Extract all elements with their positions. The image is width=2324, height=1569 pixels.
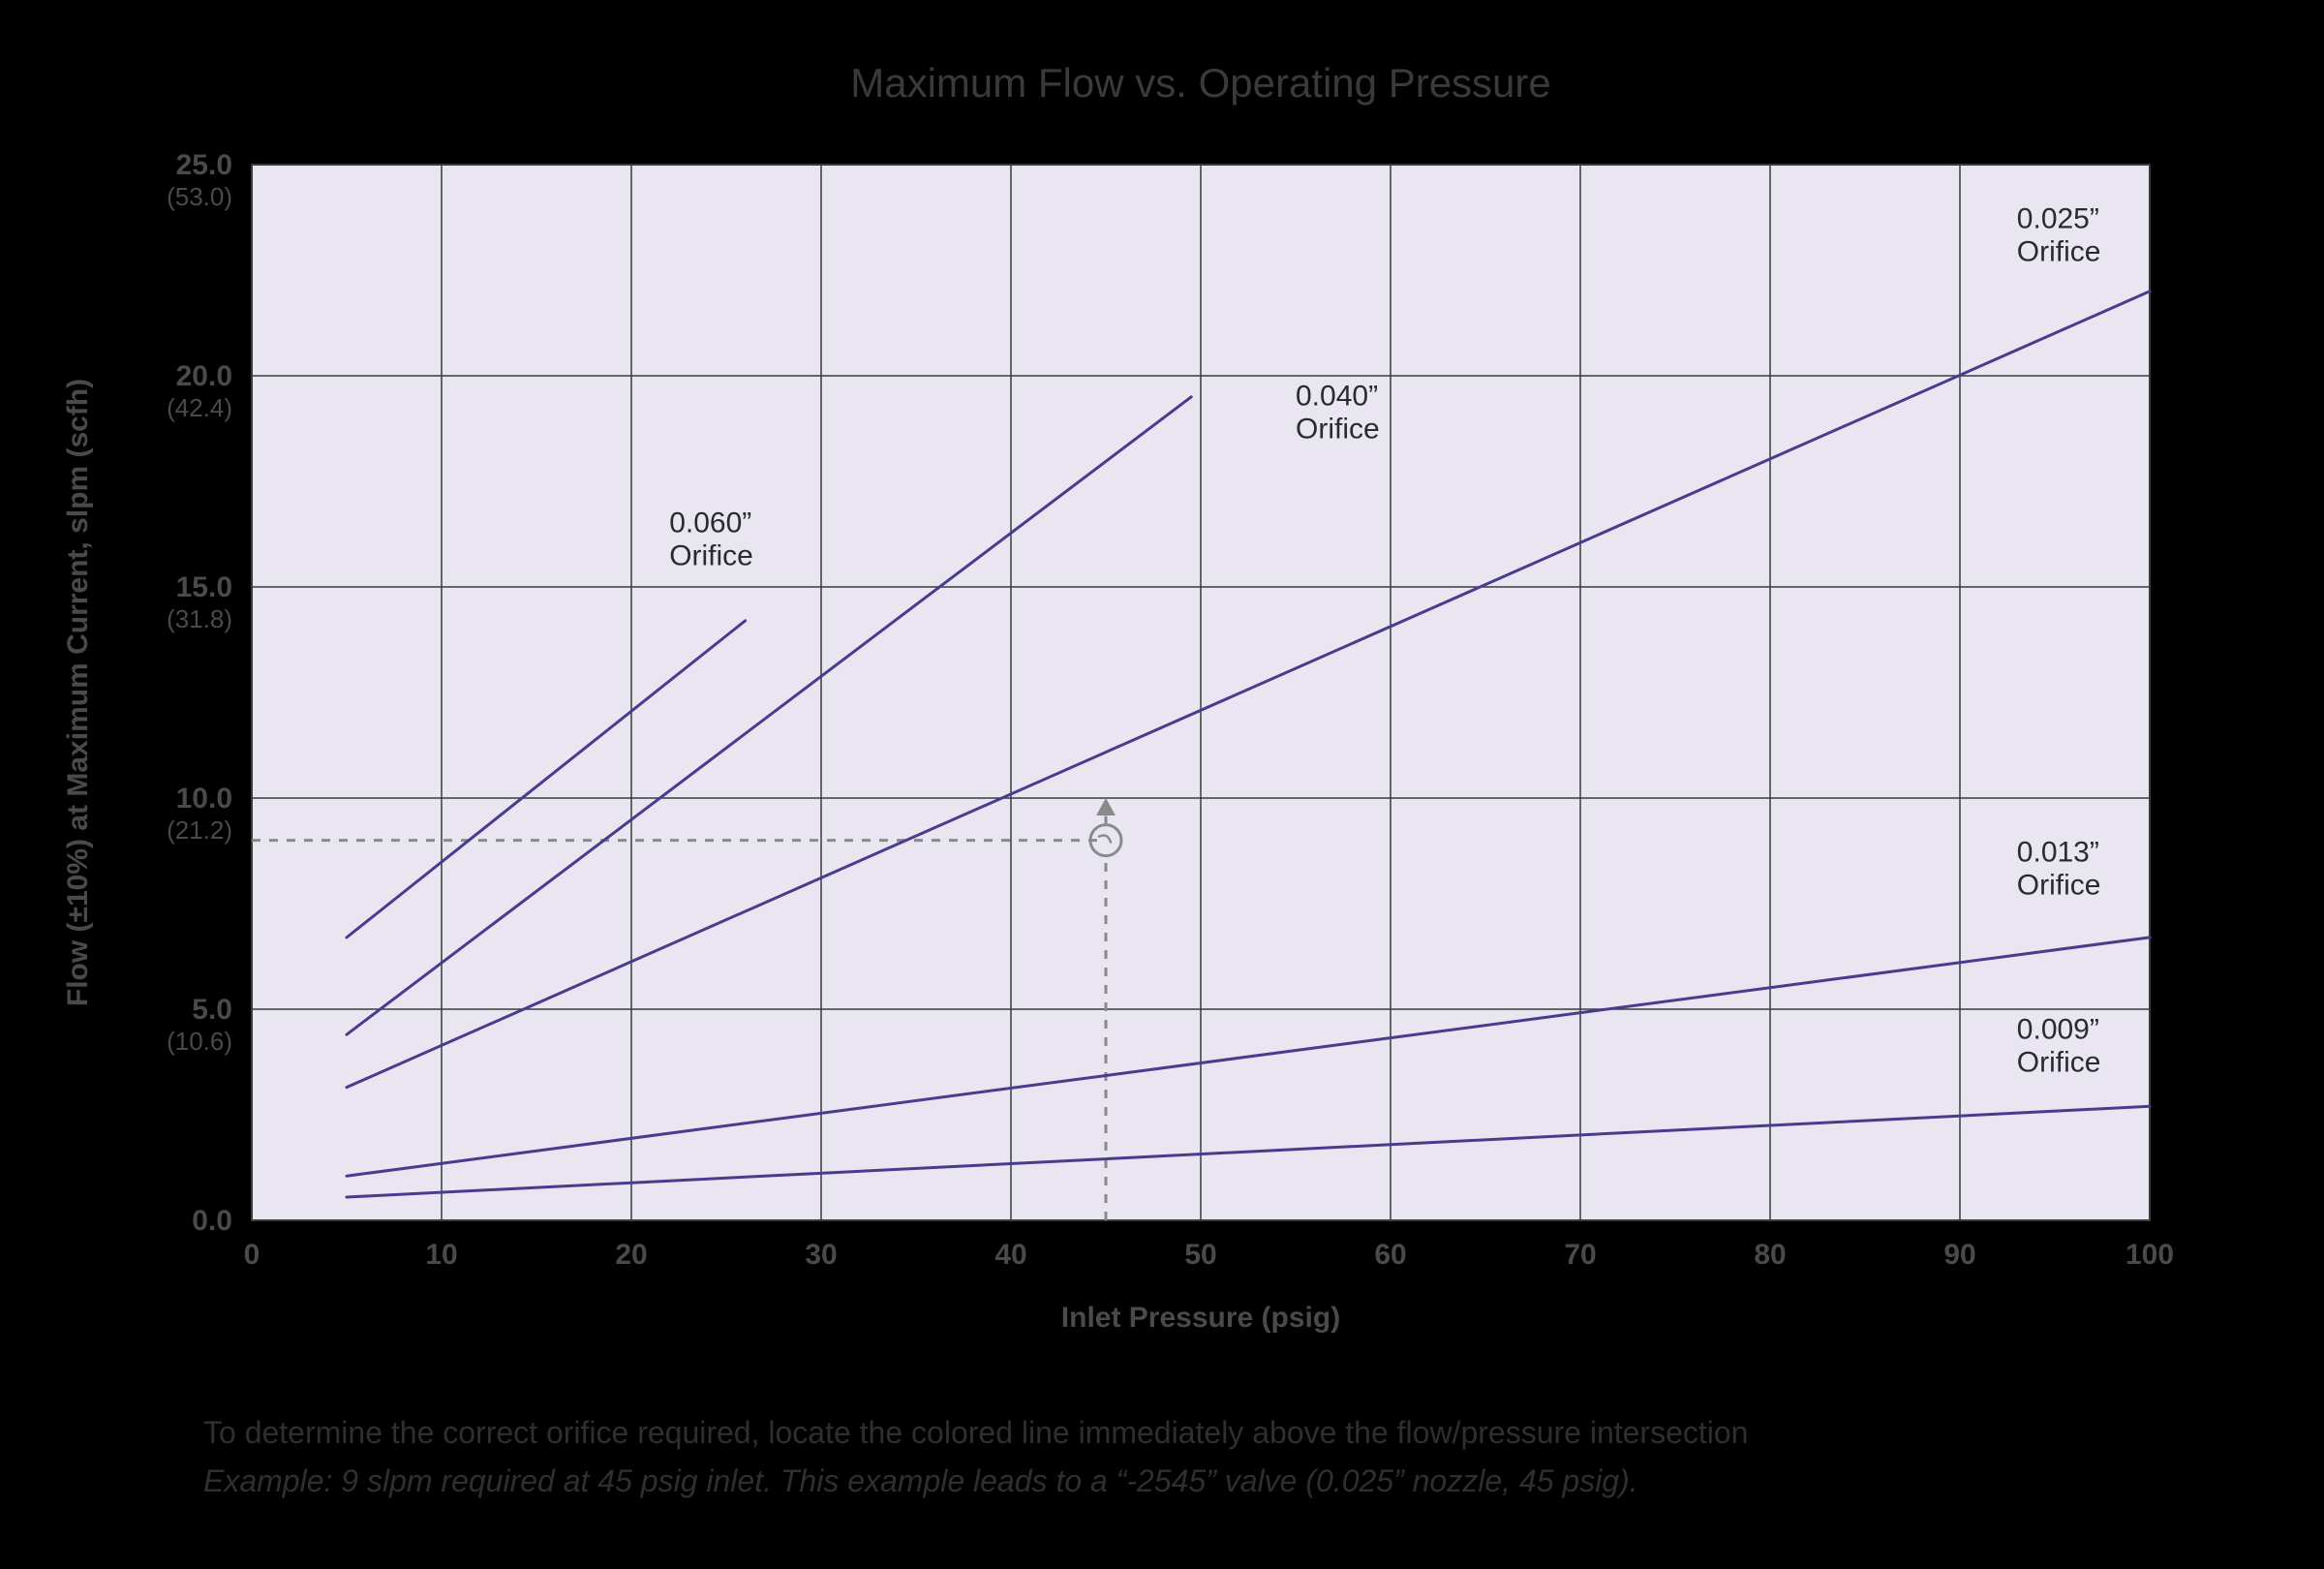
- series-label: 0.060”Orifice: [669, 507, 753, 571]
- x-tick-label: 90: [1943, 1239, 1975, 1271]
- x-tick-label: 80: [1754, 1239, 1786, 1271]
- chart-container: 0.060”Orifice 0.040”Orifice 0.025”Orifice 0…: [0, 0, 2324, 1569]
- series-label: 0.025”Orifice: [2017, 202, 2101, 267]
- y-tick-label-main: 20.0: [176, 360, 232, 392]
- y-tick-label-sub: (53.0): [167, 182, 232, 211]
- x-tick-label: 0: [244, 1239, 260, 1271]
- x-axis-label: Inlet Pressure (psig): [1061, 1302, 1340, 1334]
- x-tick-label: 10: [425, 1239, 457, 1271]
- y-tick-label-sub: (10.6): [167, 1027, 232, 1056]
- x-tick-label: 40: [994, 1239, 1026, 1271]
- y-tick-label-main: 25.0: [176, 149, 232, 181]
- x-tick-label: 100: [2125, 1239, 2174, 1271]
- footnote-line-2: Example: 9 slpm required at 45 psig inle…: [203, 1463, 1638, 1498]
- footnote-line-1: To determine the correct orifice require…: [203, 1415, 1748, 1450]
- y-tick-label-sub: (42.4): [167, 393, 232, 422]
- y-tick-label-sub: (31.8): [167, 604, 232, 633]
- series-label: 0.040”Orifice: [1296, 381, 1380, 446]
- chart-title: Maximum Flow vs. Operating Pressure: [850, 60, 1551, 106]
- y-tick-label-main: 10.0: [176, 783, 232, 815]
- y-tick-label-main: 0.0: [192, 1205, 232, 1237]
- flow-pressure-chart: 0.060”Orifice 0.040”Orifice 0.025”Orifice 0…: [0, 0, 2324, 1569]
- x-tick-label: 50: [1184, 1239, 1216, 1271]
- series-label: 0.009”Orifice: [2017, 1014, 2101, 1079]
- y-tick-label-main: 5.0: [192, 994, 232, 1026]
- x-tick-label: 20: [615, 1239, 647, 1271]
- x-tick-label: 30: [805, 1239, 837, 1271]
- x-tick-label: 70: [1564, 1239, 1596, 1271]
- y-tick-label-sub: (21.2): [167, 815, 232, 845]
- y-tick-label-main: 15.0: [176, 571, 232, 603]
- y-axis-label: Flow (±10%) at Maximum Current, slpm (sc…: [62, 379, 94, 1006]
- series-label: 0.013”Orifice: [2017, 836, 2101, 901]
- x-tick-label: 60: [1374, 1239, 1406, 1271]
